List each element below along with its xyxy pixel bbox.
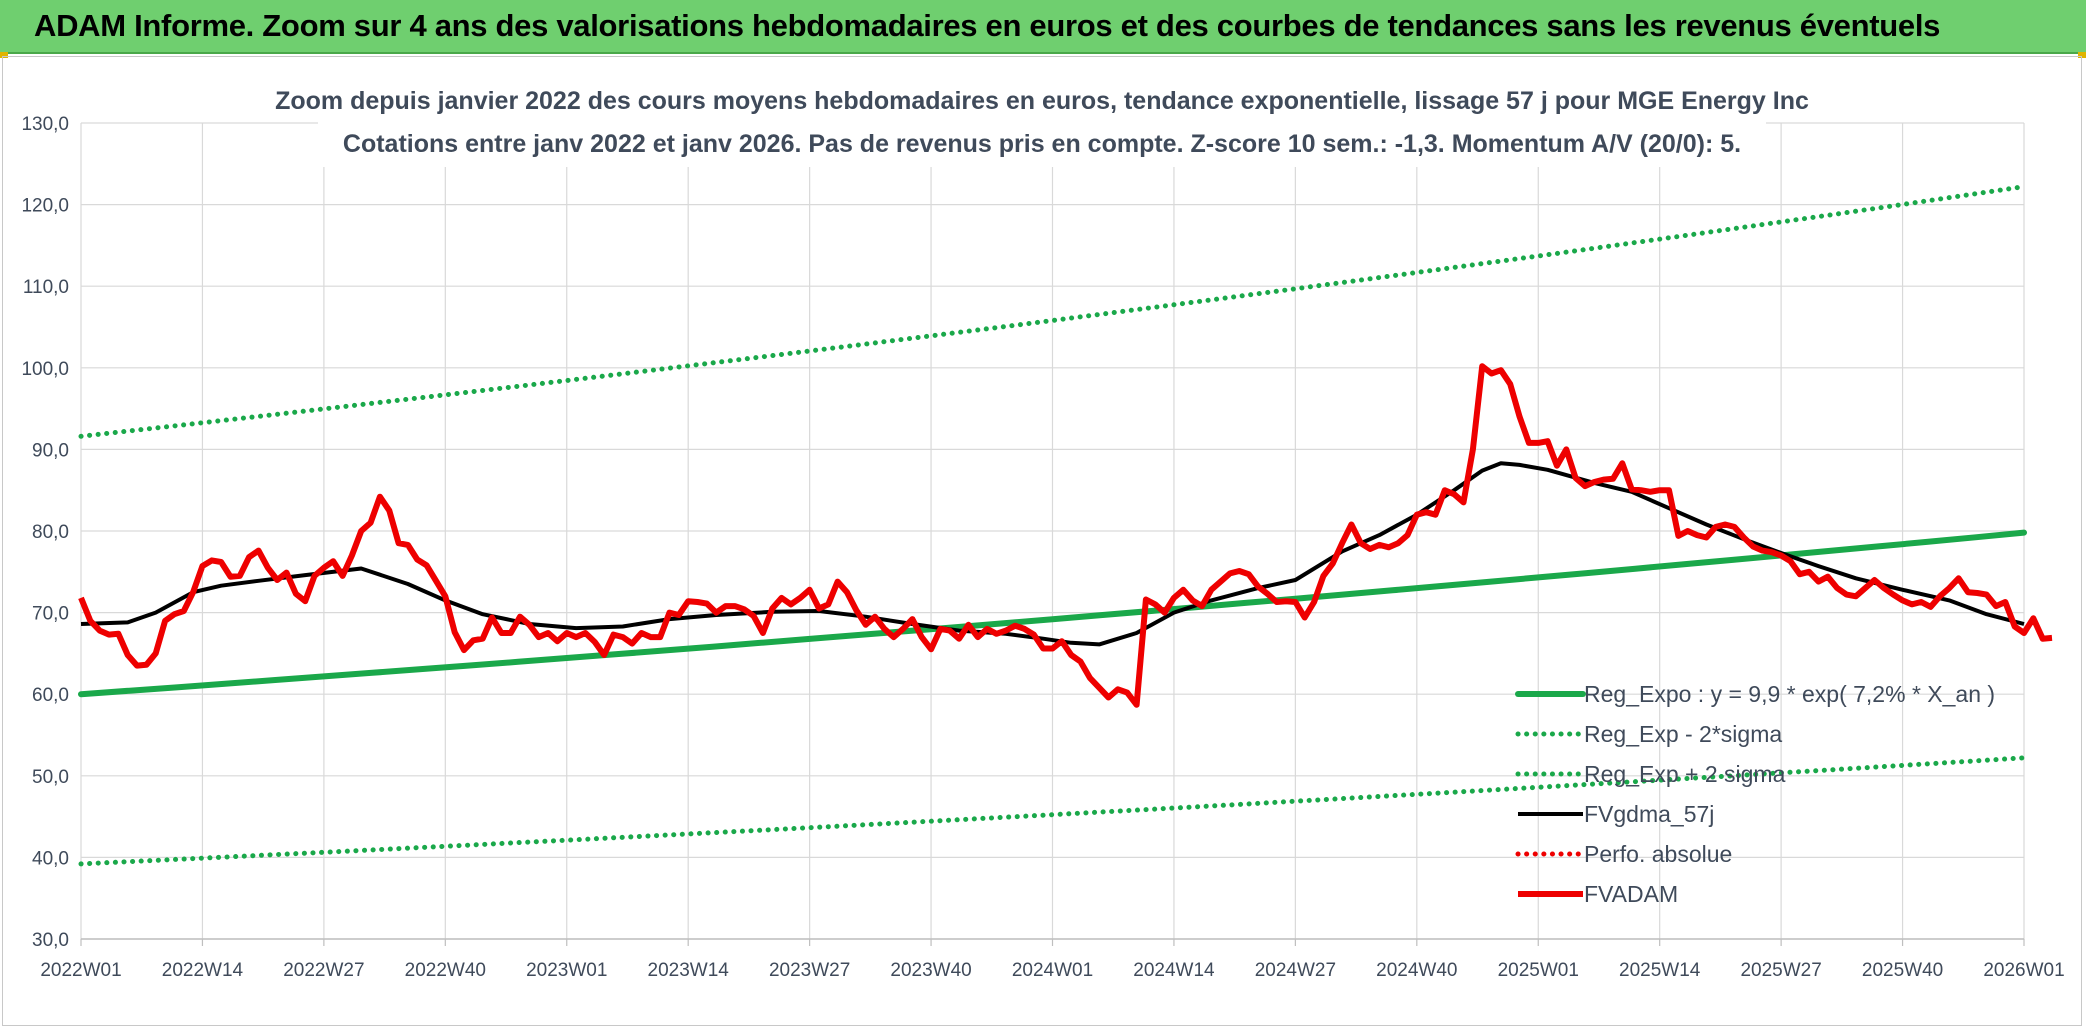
x-tick-label: 2022W27 [283, 960, 364, 981]
banner-corner-right [2078, 52, 2086, 58]
chart-frame [2, 56, 2082, 1026]
x-tick-label: 2025W01 [1498, 960, 1579, 981]
banner-corner-left [0, 52, 8, 58]
legend: Reg_Expo : y = 9,9 * exp( 7,2% * X_an ) R… [1515, 681, 1995, 907]
chart-title-line2: Cotations entre janv 2022 et janv 2026. … [343, 130, 1741, 158]
x-tick-label: 2024W01 [1012, 960, 1093, 981]
series-line-reg-exp-2-sigma [78, 184, 2027, 439]
legend-label: Perfo. absolue [1584, 841, 1732, 867]
x-tick-label: 2025W14 [1619, 960, 1701, 981]
y-tick-label: 90,0 [32, 440, 69, 461]
x-tick-label: 2023W40 [890, 960, 971, 981]
legend-label: FVgdma_57j [1584, 801, 1714, 827]
y-tick-label: 110,0 [23, 277, 69, 298]
x-tick-label: 2023W27 [769, 960, 850, 981]
series-line-reg-expo-y-9-9-exp-7-2-x-an [78, 529, 2027, 698]
x-tick-label: 2024W14 [1133, 960, 1215, 981]
x-tick-label: 2023W14 [648, 960, 730, 981]
y-tick-label: 100,0 [21, 359, 69, 380]
axes: 30,0 40,0 50,0 60,0 70,0 80,0 90,0 100,0 110,0 12… [21, 114, 2064, 981]
x-tick-label: 2023W01 [526, 960, 607, 981]
y-tick-label: 50,0 [32, 767, 69, 788]
x-tick-label: 2025W40 [1862, 960, 1943, 981]
y-tick-label: 130,0 [21, 114, 69, 135]
legend-label: Reg_Exp + 2 sigma [1584, 761, 1786, 787]
series-line-reg-exp-2-sigma [78, 755, 2027, 867]
x-tick-label: 2024W40 [1376, 960, 1457, 981]
y-tick-label: 60,0 [32, 685, 69, 706]
y-tick-label: 40,0 [32, 848, 69, 869]
x-tick-label: 2024W27 [1255, 960, 1336, 981]
y-tick-label: 70,0 [32, 604, 69, 625]
x-tick-label: 2022W40 [405, 960, 486, 981]
chart-titles: Zoom depuis janvier 2022 des cours moyen… [275, 79, 1809, 167]
series-layer [78, 184, 2053, 867]
x-tick-label: 2022W14 [162, 960, 244, 981]
legend-label: FVADAM [1584, 881, 1678, 907]
grid [80, 122, 2025, 940]
title-background [318, 79, 1766, 167]
y-tick-label: 30,0 [32, 930, 69, 951]
x-tick-label: 2022W01 [40, 960, 121, 981]
legend-label: Reg_Exp - 2*sigma [1584, 721, 1782, 747]
legend-label: Reg_Expo : y = 9,9 * exp( 7,2% * X_an ) [1584, 681, 1995, 707]
series-line-fvadam [78, 363, 2053, 708]
x-tick-label: 2026W01 [1983, 960, 2064, 981]
chart-title-line1: Zoom depuis janvier 2022 des cours moyen… [275, 87, 1809, 115]
report-title: ADAM Informe. Zoom sur 4 ans des valoris… [34, 8, 1941, 43]
y-tick-label: 120,0 [21, 196, 69, 217]
report-banner: ADAM Informe. Zoom sur 4 ans des valoris… [0, 0, 2086, 54]
x-tick-label: 2025W27 [1740, 960, 1821, 981]
series-line-fvgdma-57j [80, 461, 2025, 647]
y-tick-label: 80,0 [32, 522, 69, 543]
